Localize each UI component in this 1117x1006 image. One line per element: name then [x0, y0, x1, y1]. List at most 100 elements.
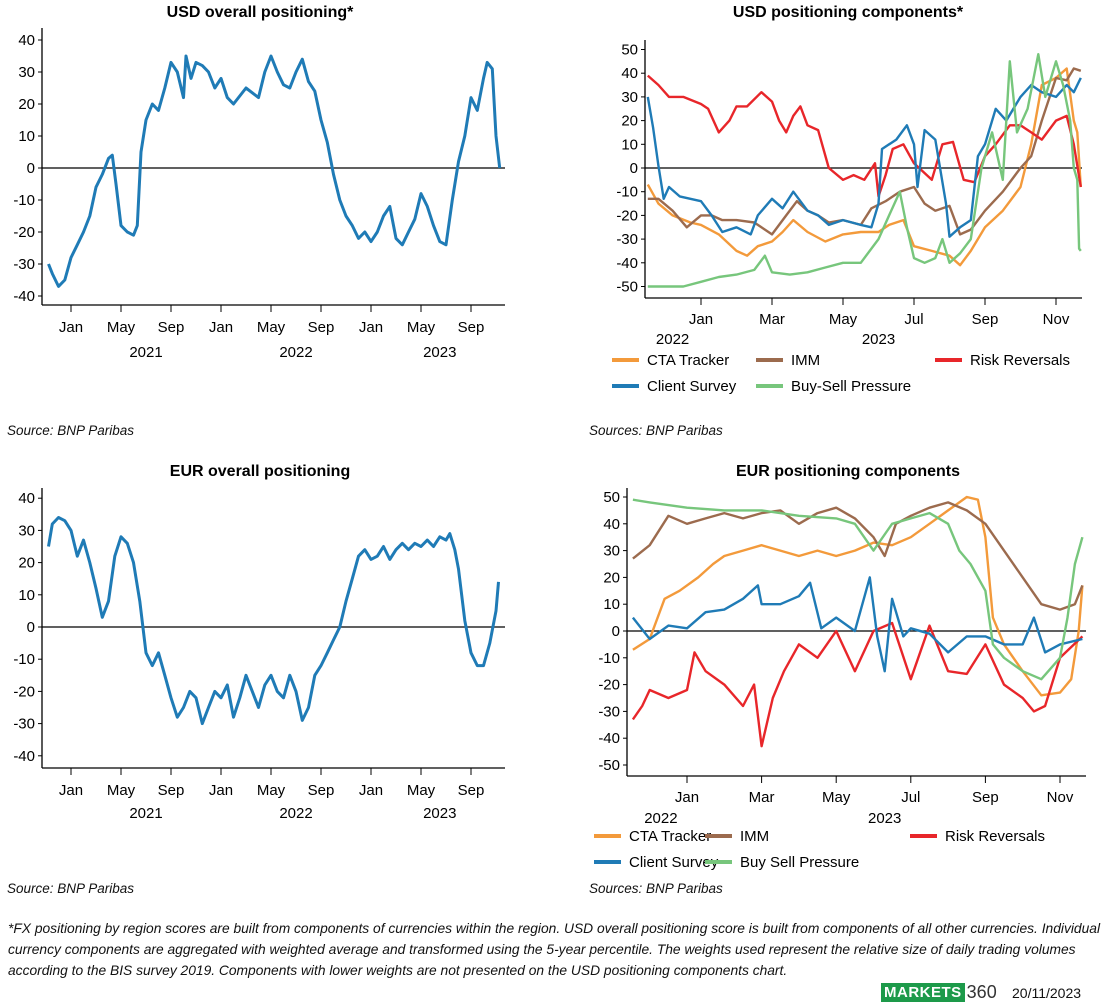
legend-label: Client Survey [629, 854, 719, 871]
x-tick-label: Sep [972, 311, 999, 328]
x-tick-label: May [407, 319, 436, 336]
y-tick-label: -30 [13, 716, 35, 733]
y-tick-label: -50 [616, 279, 638, 296]
y-tick-label: -20 [13, 683, 35, 700]
footnote: *FX positioning by region scores are bui… [8, 921, 1101, 978]
legend-label: Risk Reversals [970, 352, 1070, 369]
chart-3: EUR positioning components 50 40 30 20 10 0 -10… [594, 463, 1086, 871]
x-tick-label: Jan [359, 319, 383, 336]
x-tick-label: Jan [59, 782, 83, 799]
x-year-label: 2023 [868, 810, 901, 827]
series-line-imm [632, 501, 1084, 611]
x-tick-label: Jul [904, 311, 923, 328]
x-tick-label: May [829, 311, 858, 328]
x-tick-label: May [107, 782, 136, 799]
publish-date: 20/11/2023 [1012, 985, 1082, 1001]
chart-title: EUR overall positioning [170, 463, 350, 480]
x-year-label: 2021 [129, 344, 162, 361]
series-line-eur-overall [47, 516, 500, 726]
series-line-client-survey [631, 576, 1083, 673]
legend-item: Risk Reversals [910, 828, 1045, 845]
x-year-label: 2023 [423, 805, 456, 822]
y-tick-label: -30 [598, 703, 620, 720]
x-tick-label: Sep [972, 789, 999, 806]
y-tick-label: 0 [27, 160, 35, 177]
y-tick-label: -20 [616, 207, 638, 224]
x-tick-label: Mar [749, 789, 775, 806]
source-usd-overall: Source: BNP Paribas [7, 423, 135, 438]
x-tick-label: May [822, 789, 851, 806]
x-tick-label: Sep [308, 782, 335, 799]
y-tick-label: 40 [603, 516, 620, 533]
legend-item: CTA Tracker [594, 828, 711, 845]
x-tick-label: May [257, 319, 286, 336]
y-tick-label: -10 [13, 192, 35, 209]
legend-item: Buy Sell Pressure [705, 854, 859, 871]
series-line-imm [647, 67, 1082, 236]
x-tick-label: Jan [675, 789, 699, 806]
y-tick-label: -50 [598, 757, 620, 774]
markets360-logo: MARKETS 360 [881, 982, 997, 1002]
source-eur-overall: Source: BNP Paribas [7, 881, 135, 896]
chart-2: EUR overall positioning 40 30 20 10 0 -10 -20 -3… [13, 463, 505, 822]
legend-label: IMM [791, 352, 820, 369]
x-tick-label: Jan [209, 319, 233, 336]
y-tick-label: -20 [13, 224, 35, 241]
y-tick-label: 10 [18, 587, 35, 604]
chart-title: USD overall positioning* [167, 4, 354, 21]
y-tick-label: 10 [603, 596, 620, 613]
y-tick-label: 0 [630, 160, 638, 177]
y-tick-label: -30 [616, 231, 638, 248]
y-tick-label: 20 [18, 96, 35, 113]
series-line-risk-reversals [647, 74, 1082, 198]
y-tick-label: -40 [616, 255, 638, 272]
x-tick-label: Sep [158, 782, 185, 799]
x-year-label: 2022 [656, 331, 689, 348]
series-line-cta-tracker [646, 67, 1082, 267]
x-tick-label: Jan [59, 319, 83, 336]
logo-text: MARKETS [881, 983, 965, 1002]
x-tick-label: Nov [1047, 789, 1074, 806]
legend-label: Buy-Sell Pressure [791, 378, 911, 395]
x-tick-label: Nov [1043, 311, 1070, 328]
y-tick-label: -40 [13, 288, 35, 305]
y-tick-label: 50 [621, 42, 638, 59]
y-tick-label: -40 [13, 748, 35, 765]
x-tick-label: Sep [458, 319, 485, 336]
y-tick-label: -10 [13, 651, 35, 668]
y-tick-label: 40 [18, 490, 35, 507]
legend-label: Client Survey [647, 378, 737, 395]
y-tick-label: -40 [598, 730, 620, 747]
legend-item: IMM [756, 352, 820, 369]
source-eur-components: Sources: BNP Paribas [589, 881, 723, 896]
legend-label: Risk Reversals [945, 828, 1045, 845]
legend-item: Buy-Sell Pressure [756, 378, 911, 395]
x-year-label: 2023 [423, 344, 456, 361]
legend-label: CTA Tracker [647, 352, 729, 369]
x-tick-label: Sep [158, 319, 185, 336]
y-tick-label: -30 [13, 256, 35, 273]
y-tick-label: 20 [603, 569, 620, 586]
y-tick-label: 30 [18, 522, 35, 539]
y-tick-label: -20 [598, 677, 620, 694]
x-tick-label: Jan [209, 782, 233, 799]
y-tick-label: 10 [18, 128, 35, 145]
source-usd-components: Sources: BNP Paribas [589, 423, 723, 438]
x-tick-label: May [257, 782, 286, 799]
x-tick-label: Jul [901, 789, 920, 806]
series-line-buy-sell-pressure [647, 53, 1082, 288]
series-line-cta-tracker [632, 495, 1084, 697]
y-tick-label: 50 [603, 489, 620, 506]
chart-0: USD overall positioning* 40 30 20 10 0 -10 -20 -… [13, 4, 505, 361]
x-tick-label: May [107, 319, 136, 336]
y-tick-label: 30 [603, 543, 620, 560]
x-tick-label: Sep [308, 319, 335, 336]
chart-1: USD positioning components* 50 40 30 20 10 0 -1… [612, 4, 1082, 395]
y-tick-label: -10 [598, 650, 620, 667]
y-tick-label: 0 [612, 623, 620, 640]
y-tick-label: 30 [621, 89, 638, 106]
x-tick-label: May [407, 782, 436, 799]
x-tick-label: Jan [689, 311, 713, 328]
series-line-usd-overall [47, 54, 502, 288]
